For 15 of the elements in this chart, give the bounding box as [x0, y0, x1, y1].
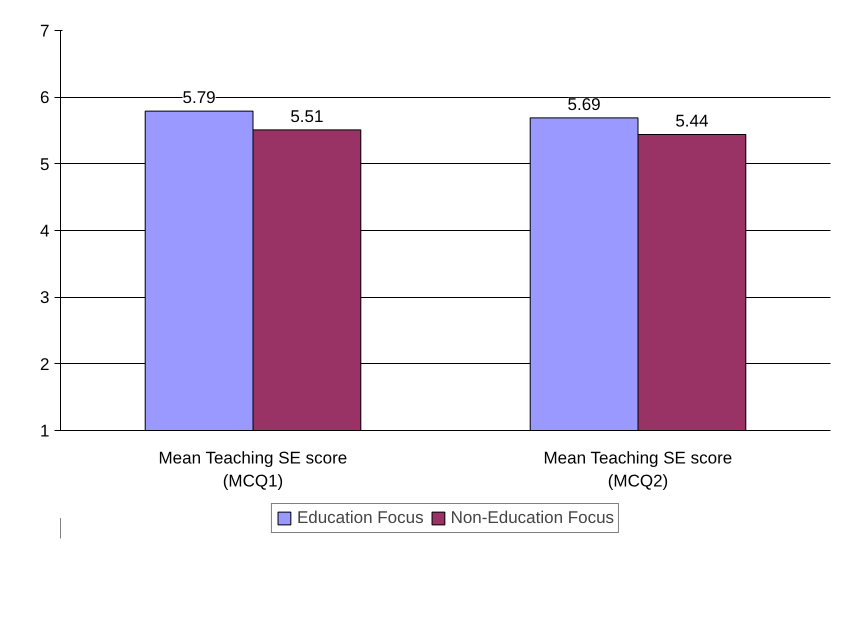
y-tick-label: 4: [40, 222, 50, 240]
data-label: 5.69: [568, 94, 601, 114]
data-label: 5.79: [182, 88, 216, 108]
y-tick-label: 6: [40, 88, 50, 108]
legend-label: Education Focus: [296, 508, 424, 528]
data-label: 5.44: [675, 112, 708, 130]
data-label: 5.51: [290, 106, 324, 126]
y-tick-label: 5: [40, 154, 50, 174]
x-tick-label: Mean Teaching SE score (MCQ2): [544, 448, 732, 490]
y-tick-label: 3: [40, 288, 50, 308]
y-tick-label: 7: [40, 22, 50, 40]
y-tick-label: 1: [40, 422, 50, 440]
legend-label: Non-Education Focus: [450, 508, 614, 528]
x-tick-label: Mean Teaching SE score (MCQ1): [158, 448, 348, 490]
y-tick-label: 2: [40, 354, 50, 374]
